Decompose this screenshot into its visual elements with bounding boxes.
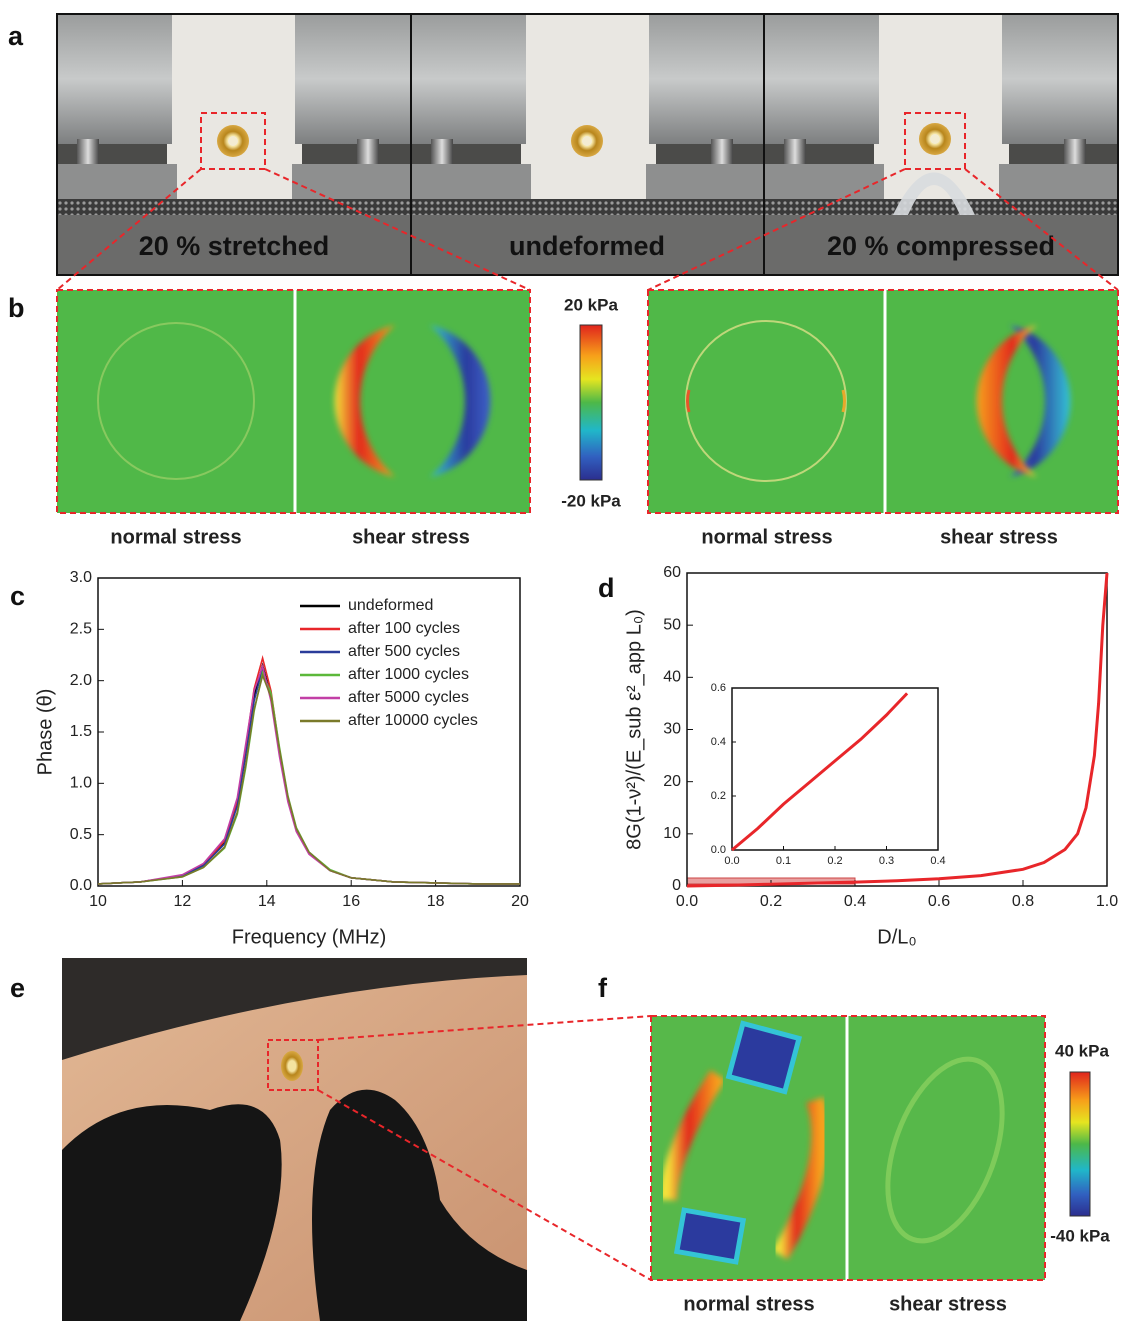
y-tick-label: 0.4 bbox=[711, 736, 726, 748]
y-axis-label: 8G(1-ν²)/(E_sub ε²_app L₀) bbox=[623, 609, 645, 850]
x-tick-label: 14 bbox=[258, 893, 276, 910]
photo-panel-a bbox=[56, 13, 1119, 276]
plot-frame bbox=[686, 572, 1108, 887]
series-line bbox=[97, 672, 520, 885]
panel-label: a bbox=[8, 21, 24, 51]
y-tick-label: 1.0 bbox=[70, 775, 92, 792]
x-tick-label: 0.6 bbox=[928, 893, 950, 910]
series-line bbox=[686, 572, 1109, 888]
colorbar-label: 40 kPa bbox=[1055, 1041, 1109, 1060]
caption: shear stress bbox=[940, 526, 1058, 548]
caption: undeformed bbox=[509, 231, 665, 261]
series-line bbox=[731, 692, 909, 852]
y-tick-label: 60 bbox=[663, 564, 681, 581]
panel-label: d bbox=[598, 573, 615, 603]
legend-label: after 500 cycles bbox=[348, 643, 460, 660]
x-tick-label: 12 bbox=[174, 893, 192, 910]
legend-label: after 100 cycles bbox=[348, 620, 460, 637]
x-tick-label: 20 bbox=[511, 893, 529, 910]
x-tick-label: 0.8 bbox=[1012, 893, 1034, 910]
x-tick-label: 0.2 bbox=[760, 893, 782, 910]
x-tick-label: 1.0 bbox=[1096, 893, 1118, 910]
x-tick-label: 0.1 bbox=[776, 855, 791, 867]
x-tick-label: 18 bbox=[427, 893, 445, 910]
caption: normal stress bbox=[683, 1293, 814, 1315]
stress-maps-f bbox=[650, 1015, 1091, 1281]
caption: shear stress bbox=[352, 526, 470, 548]
caption: shear stress bbox=[889, 1293, 1007, 1315]
y-tick-label: 10 bbox=[663, 825, 681, 842]
plot-frame bbox=[731, 687, 939, 851]
x-tick-label: 10 bbox=[89, 893, 107, 910]
legend-label: after 10000 cycles bbox=[348, 712, 478, 729]
y-tick-label: 0.6 bbox=[711, 682, 726, 694]
x-axis-label: Frequency (MHz) bbox=[232, 926, 386, 948]
photo-panel-e bbox=[62, 958, 527, 1321]
panel-label: e bbox=[10, 973, 25, 1003]
y-tick-label: 2.0 bbox=[70, 672, 92, 689]
x-tick-label: 0.0 bbox=[676, 893, 698, 910]
y-tick-label: 20 bbox=[663, 773, 681, 790]
colorbar-label: -40 kPa bbox=[1050, 1226, 1110, 1245]
legend-label: undeformed bbox=[348, 597, 433, 614]
y-tick-label: 3.0 bbox=[70, 569, 92, 586]
y-tick-label: 0.2 bbox=[711, 790, 726, 802]
stress-maps-b bbox=[56, 289, 1119, 514]
panel-label: c bbox=[10, 581, 25, 611]
caption: 20 % compressed bbox=[827, 231, 1055, 261]
x-tick-label: 0.4 bbox=[930, 855, 945, 867]
legend-label: after 5000 cycles bbox=[348, 689, 469, 706]
x-tick-label: 0.2 bbox=[827, 855, 842, 867]
y-tick-label: 1.5 bbox=[70, 723, 92, 740]
y-tick-label: 0.5 bbox=[70, 826, 92, 843]
y-tick-label: 50 bbox=[663, 616, 681, 633]
panel-label: b bbox=[8, 293, 25, 323]
y-tick-label: 40 bbox=[663, 669, 681, 686]
x-tick-label: 0.3 bbox=[879, 855, 894, 867]
y-axis-label: Phase (θ) bbox=[34, 689, 56, 776]
zoom-lines bbox=[317, 1015, 652, 1281]
y-tick-label: 0 bbox=[672, 877, 681, 894]
caption: normal stress bbox=[110, 526, 241, 548]
zoom-lines bbox=[56, 168, 1119, 291]
x-axis-label: D/L₀ bbox=[877, 926, 916, 948]
caption: normal stress bbox=[701, 526, 832, 548]
colorbar-label: -20 kPa bbox=[561, 491, 621, 510]
caption: 20 % stretched bbox=[139, 231, 330, 261]
x-tick-label: 0.0 bbox=[724, 855, 739, 867]
y-tick-label: 0.0 bbox=[70, 877, 92, 894]
panel-label: f bbox=[598, 973, 608, 1003]
x-tick-label: 16 bbox=[342, 893, 360, 910]
y-tick-label: 2.5 bbox=[70, 621, 92, 638]
y-tick-label: 30 bbox=[663, 721, 681, 738]
colorbar-label: 20 kPa bbox=[564, 295, 618, 314]
y-tick-label: 0.0 bbox=[711, 844, 726, 856]
x-tick-label: 0.4 bbox=[844, 893, 866, 910]
legend-label: after 1000 cycles bbox=[348, 666, 469, 683]
